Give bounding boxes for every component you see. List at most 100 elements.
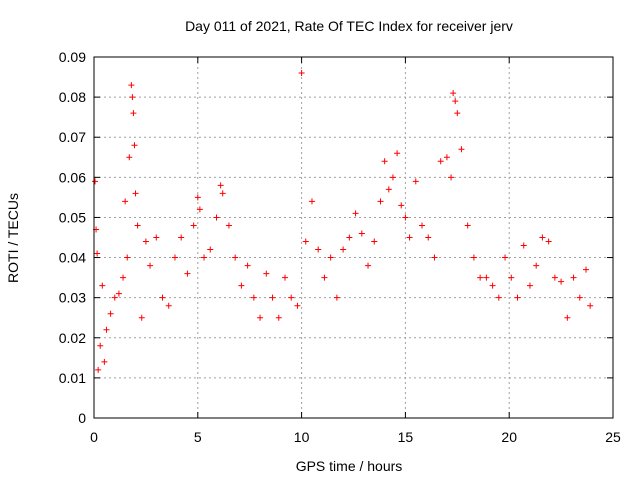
data-point bbox=[130, 110, 137, 117]
x-tick-label: 5 bbox=[194, 429, 202, 445]
data-point bbox=[437, 158, 444, 165]
data-point bbox=[470, 254, 477, 261]
data-point bbox=[288, 294, 295, 301]
data-point bbox=[194, 194, 201, 201]
data-point bbox=[275, 314, 282, 321]
data-point bbox=[443, 154, 450, 161]
x-tick-label: 20 bbox=[501, 429, 517, 445]
data-point bbox=[132, 190, 139, 197]
data-point bbox=[120, 274, 127, 281]
y-axis-ticks: 0 0.01 0.02 0.03 0.04 0.05 0.06 0.07 0.08 0.09 bbox=[59, 49, 613, 426]
data-point bbox=[217, 182, 224, 189]
data-point bbox=[371, 238, 378, 245]
data-point bbox=[385, 186, 392, 193]
data-point bbox=[526, 282, 533, 289]
data-point bbox=[115, 290, 122, 297]
data-point bbox=[358, 230, 365, 237]
data-point bbox=[365, 262, 372, 269]
grid-lines bbox=[94, 57, 613, 418]
data-point bbox=[545, 238, 552, 245]
data-point bbox=[458, 146, 465, 153]
y-tick-label: 0.09 bbox=[59, 49, 86, 65]
data-point bbox=[514, 294, 521, 301]
data-point bbox=[450, 90, 457, 97]
data-point bbox=[583, 266, 590, 273]
data-point bbox=[464, 222, 471, 229]
data-point bbox=[352, 210, 359, 217]
data-point bbox=[99, 282, 106, 289]
data-point bbox=[213, 214, 220, 221]
data-point bbox=[128, 82, 135, 89]
y-tick-label: 0.04 bbox=[59, 250, 86, 266]
data-points bbox=[92, 70, 594, 373]
data-point bbox=[454, 110, 461, 117]
y-tick-label: 0 bbox=[78, 410, 86, 426]
data-point bbox=[184, 270, 191, 277]
data-point bbox=[570, 274, 577, 281]
data-point bbox=[171, 254, 178, 261]
data-point bbox=[327, 254, 334, 261]
data-point bbox=[153, 234, 160, 241]
data-point bbox=[551, 274, 558, 281]
data-point bbox=[94, 250, 101, 257]
data-point bbox=[398, 202, 405, 209]
y-tick-label: 0.03 bbox=[59, 290, 86, 306]
data-point bbox=[269, 294, 276, 301]
data-point bbox=[95, 366, 102, 373]
data-point bbox=[196, 206, 203, 213]
data-point bbox=[111, 294, 118, 301]
data-point bbox=[315, 246, 322, 253]
data-point bbox=[207, 246, 214, 253]
data-point bbox=[225, 222, 232, 229]
data-point bbox=[402, 214, 409, 221]
data-point bbox=[122, 198, 129, 205]
data-point bbox=[502, 254, 509, 261]
y-axis-label: ROTI / TECUs bbox=[5, 193, 21, 283]
data-point bbox=[281, 274, 288, 281]
plot-frame bbox=[93, 56, 614, 419]
y-tick-label: 0.08 bbox=[59, 89, 86, 105]
x-tick-label: 25 bbox=[605, 429, 621, 445]
data-point bbox=[92, 178, 99, 185]
data-point bbox=[142, 238, 149, 245]
data-point bbox=[394, 150, 401, 157]
x-tick-label: 10 bbox=[294, 429, 310, 445]
data-point bbox=[346, 234, 353, 241]
y-tick-label: 0.05 bbox=[59, 209, 86, 225]
data-point bbox=[377, 198, 384, 205]
y-tick-label: 0.02 bbox=[59, 330, 86, 346]
data-point bbox=[389, 174, 396, 181]
data-point bbox=[533, 262, 540, 269]
data-point bbox=[412, 178, 419, 185]
y-tick-label: 0.07 bbox=[59, 129, 86, 145]
data-point bbox=[138, 314, 145, 321]
data-point bbox=[107, 310, 114, 317]
data-point bbox=[263, 270, 270, 277]
data-point bbox=[495, 294, 502, 301]
data-point bbox=[333, 294, 340, 301]
data-point bbox=[294, 302, 301, 309]
data-point bbox=[250, 294, 257, 301]
data-point bbox=[448, 174, 455, 181]
data-point bbox=[302, 238, 309, 245]
data-point bbox=[232, 254, 239, 261]
data-point bbox=[452, 98, 459, 105]
data-point bbox=[129, 94, 136, 101]
data-point bbox=[97, 342, 104, 349]
data-point bbox=[178, 234, 185, 241]
data-point bbox=[539, 234, 546, 241]
data-point bbox=[124, 254, 131, 261]
data-point bbox=[508, 274, 515, 281]
x-tick-label: 0 bbox=[90, 429, 98, 445]
data-point bbox=[134, 222, 141, 229]
data-point bbox=[558, 278, 565, 285]
x-tick-label: 15 bbox=[398, 429, 414, 445]
x-axis-ticks: 0 5 10 15 20 25 bbox=[90, 57, 621, 445]
data-point bbox=[238, 282, 245, 289]
data-point bbox=[165, 302, 172, 309]
data-point bbox=[381, 158, 388, 165]
y-tick-label: 0.01 bbox=[59, 370, 86, 386]
chart-title: Day 011 of 2021, Rate Of TEC Index for r… bbox=[185, 18, 513, 34]
data-point bbox=[564, 314, 571, 321]
data-point bbox=[159, 294, 166, 301]
